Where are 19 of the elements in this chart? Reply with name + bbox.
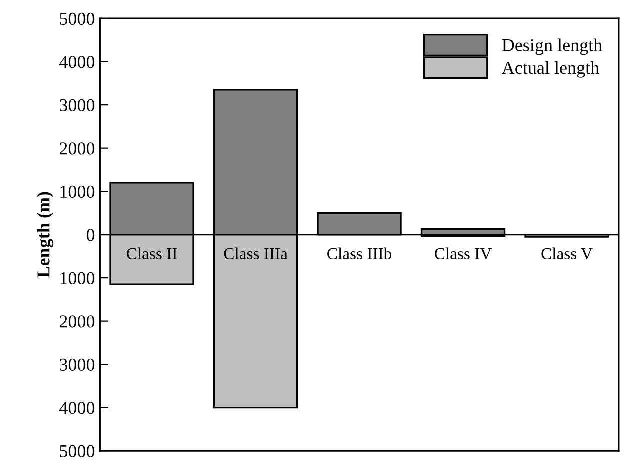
y-tick-label: 1000: [60, 272, 95, 285]
y-tick-label: 5000: [60, 445, 95, 458]
x-tick-label: Class IIIa: [224, 248, 288, 260]
y-tick-label: 4000: [60, 56, 95, 68]
y-tick-label: 2000: [60, 142, 95, 155]
x-tick-label: Class IV: [435, 248, 492, 260]
y-tick-label: 5000: [60, 12, 95, 26]
y-axis-title: Length (m): [37, 192, 54, 278]
y-tick-label: 3000: [60, 358, 95, 371]
y-tick-label: 4000: [60, 402, 95, 414]
x-tick-label: Class V: [542, 248, 593, 260]
y-tick-label: 1000: [60, 186, 95, 198]
y-tick-label: 0: [86, 229, 95, 242]
legend-label: Actual length: [502, 61, 600, 78]
x-tick-label: Class II: [127, 248, 178, 260]
y-tick-label: 3000: [60, 99, 95, 112]
y-tick-label: 2000: [60, 316, 95, 328]
x-tick-label: Class IIIb: [328, 248, 392, 260]
legend-label: Design length: [502, 38, 602, 56]
